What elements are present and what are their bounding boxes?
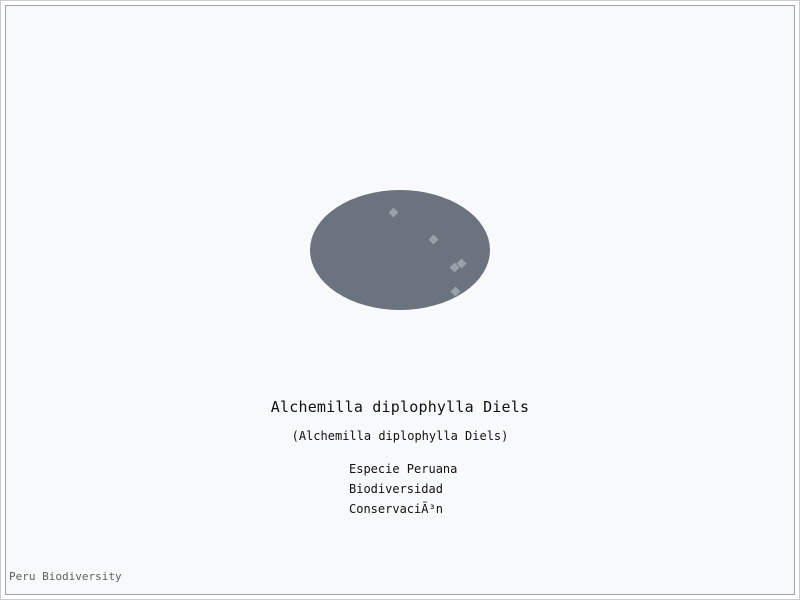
content-frame [5,5,795,595]
specimen-marker [388,207,399,218]
specimen-ellipse [310,190,490,310]
tag-biodiversidad: Biodiversidad [349,482,443,496]
species-title: Alchemilla diplophylla Diels [270,398,530,416]
species-subtitle: (Alchemilla diplophylla Diels) [291,429,509,443]
tag-list: Especie Peruana Biodiversidad Conservaci… [349,459,457,519]
specimen-marker [449,262,460,273]
specimen-marker [450,286,461,297]
tag-especie-peruana: Especie Peruana [349,462,458,476]
tag-conservacion: ConservaciÃ³n [349,502,443,516]
specimen-marker [456,258,467,269]
specimen-marker [428,234,439,245]
footer-credit: Peru Biodiversity [9,570,122,583]
